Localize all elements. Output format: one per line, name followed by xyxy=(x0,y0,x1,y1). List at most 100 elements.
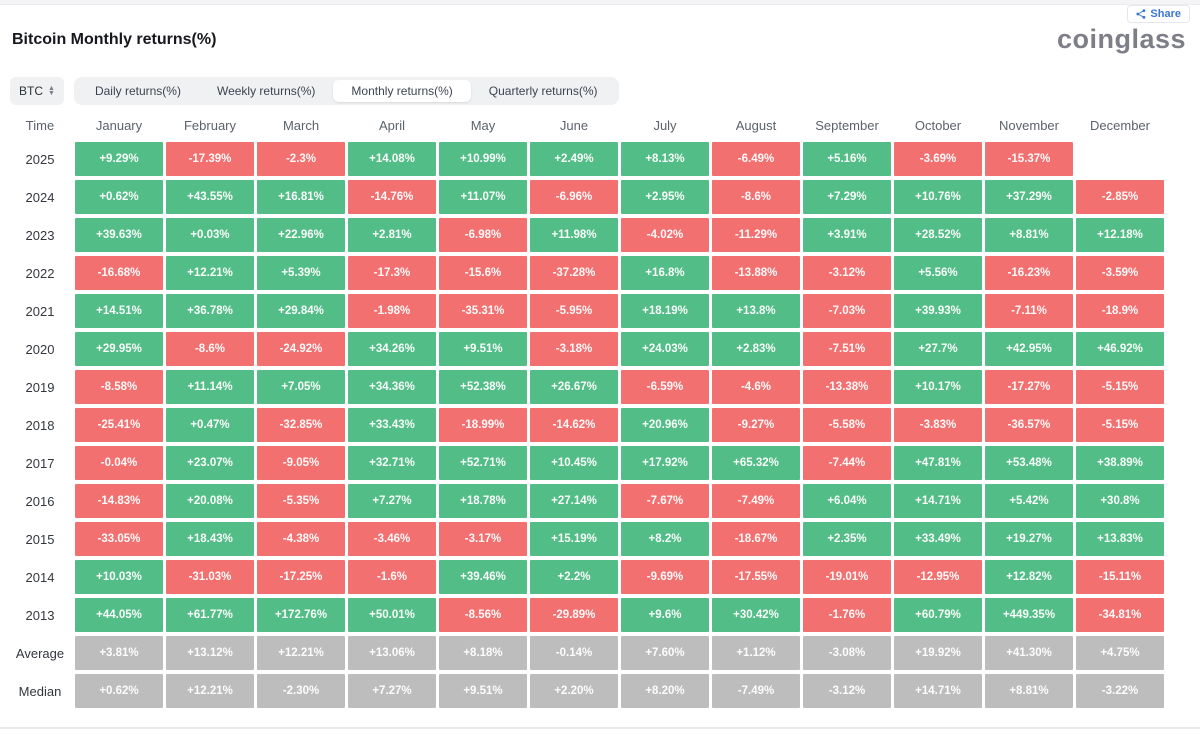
heatmap-cell: +8.81% xyxy=(985,218,1073,252)
heatmap-cell: +32.71% xyxy=(348,446,436,480)
heatmap-cell: +52.71% xyxy=(439,446,527,480)
heatmap-cell: -6.98% xyxy=(439,218,527,252)
heatmap-cell: +11.14% xyxy=(166,370,254,404)
symbol-select[interactable]: BTC ▲ ▼ xyxy=(10,77,64,105)
heatmap-cell: +0.62% xyxy=(75,180,163,214)
heatmap-cell: -15.37% xyxy=(985,142,1073,176)
heatmap-cell: +61.77% xyxy=(166,598,254,632)
heatmap-cell: +5.16% xyxy=(803,142,891,176)
heatmap-cell: +0.03% xyxy=(166,218,254,252)
heatmap-cell: +16.81% xyxy=(257,180,345,214)
heatmap-cell: +26.67% xyxy=(530,370,618,404)
heatmap-cell: +2.49% xyxy=(530,142,618,176)
heatmap-cell: -32.85% xyxy=(257,408,345,442)
heatmap-cell: +46.92% xyxy=(1076,332,1164,366)
heatmap-cell: +13.06% xyxy=(348,636,436,670)
heatmap-cell: +53.48% xyxy=(985,446,1073,480)
heatmap-cell: +13.83% xyxy=(1076,522,1164,556)
returns-period-tabs: Daily returns(%) Weekly returns(%) Monthly… xyxy=(73,77,619,105)
share-button[interactable]: Share xyxy=(1127,5,1190,23)
heatmap-cell: -31.03% xyxy=(166,560,254,594)
heatmap-cell: +24.03% xyxy=(621,332,709,366)
heatmap-cell: +41.30% xyxy=(985,636,1073,670)
heatmap-cell: +172.76% xyxy=(257,598,345,632)
tab-weekly[interactable]: Weekly returns(%) xyxy=(216,84,316,98)
heatmap-cell: +20.96% xyxy=(621,408,709,442)
tab-quarterly[interactable]: Quarterly returns(%) xyxy=(488,84,598,98)
row-label: 2023 xyxy=(25,227,55,243)
heatmap-cell: +3.81% xyxy=(75,636,163,670)
heatmap-cell: -3.22% xyxy=(1076,674,1164,708)
heatmap-cell: +8.20% xyxy=(621,674,709,708)
time-column-header: Time xyxy=(25,117,55,133)
heatmap-cell: +23.07% xyxy=(166,446,254,480)
heatmap-cell: +18.78% xyxy=(439,484,527,518)
heatmap-cell: -4.6% xyxy=(712,370,800,404)
heatmap-cell: -34.81% xyxy=(1076,598,1164,632)
row-label: 2013 xyxy=(25,607,55,623)
heatmap-cell: -8.58% xyxy=(75,370,163,404)
heatmap-cell: +10.03% xyxy=(75,560,163,594)
heatmap-cell: +9.51% xyxy=(439,674,527,708)
heatmap-cell: +34.36% xyxy=(348,370,436,404)
returns-heatmap-table: Time January February March April May June July… xyxy=(8,112,1164,708)
heatmap-cell: -7.49% xyxy=(712,484,800,518)
heatmap-cell: +13.12% xyxy=(166,636,254,670)
heatmap-cell: +50.01% xyxy=(348,598,436,632)
heatmap-cell: -7.51% xyxy=(803,332,891,366)
heatmap-cell: -5.95% xyxy=(530,294,618,328)
heatmap-cell: +10.76% xyxy=(894,180,982,214)
bottom-divider xyxy=(0,727,1200,729)
heatmap-cell: -8.56% xyxy=(439,598,527,632)
tab-monthly[interactable]: Monthly returns(%) xyxy=(333,80,471,102)
heatmap-cell: +12.82% xyxy=(985,560,1073,594)
heatmap-cell: +28.52% xyxy=(894,218,982,252)
month-column-header: October xyxy=(914,117,962,133)
heatmap-cell: -6.49% xyxy=(712,142,800,176)
heatmap-cell: -11.29% xyxy=(712,218,800,252)
heatmap-cell: +7.05% xyxy=(257,370,345,404)
heatmap-cell: -33.05% xyxy=(75,522,163,556)
heatmap-cell: +30.42% xyxy=(712,598,800,632)
heatmap-cell: +14.71% xyxy=(894,674,982,708)
heatmap-cell: +11.07% xyxy=(439,180,527,214)
heatmap-cell: +0.62% xyxy=(75,674,163,708)
heatmap-cell: +42.95% xyxy=(985,332,1073,366)
coinglass-logo: coinglass xyxy=(1056,24,1186,54)
heatmap-cell: -17.25% xyxy=(257,560,345,594)
row-label: 2017 xyxy=(25,455,55,471)
heatmap-cell: +34.26% xyxy=(348,332,436,366)
tab-daily[interactable]: Daily returns(%) xyxy=(94,84,181,98)
heatmap-cell: +12.21% xyxy=(166,256,254,290)
heatmap-cell: -1.98% xyxy=(348,294,436,328)
heatmap-cell: +20.08% xyxy=(166,484,254,518)
heatmap-cell: -17.39% xyxy=(166,142,254,176)
heatmap-cell: +47.81% xyxy=(894,446,982,480)
heatmap-cell: -1.76% xyxy=(803,598,891,632)
heatmap-cell: +39.46% xyxy=(439,560,527,594)
month-column-header: November xyxy=(999,117,1059,133)
top-divider xyxy=(0,0,1200,5)
heatmap-cell: -36.57% xyxy=(985,408,1073,442)
heatmap-cell: -3.18% xyxy=(530,332,618,366)
heatmap-cell: +3.91% xyxy=(803,218,891,252)
heatmap-cell: -2.85% xyxy=(1076,180,1164,214)
row-label: 2016 xyxy=(25,493,55,509)
heatmap-cell: +8.18% xyxy=(439,636,527,670)
month-column-header: June xyxy=(559,117,589,133)
heatmap-cell: -14.62% xyxy=(530,408,618,442)
heatmap-cell: -15.6% xyxy=(439,256,527,290)
heatmap-cell: -29.89% xyxy=(530,598,618,632)
heatmap-cell: +39.93% xyxy=(894,294,982,328)
heatmap-cell xyxy=(1076,142,1164,176)
heatmap-cell: -7.11% xyxy=(985,294,1073,328)
row-label: 2022 xyxy=(25,265,55,281)
heatmap-cell: -8.6% xyxy=(712,180,800,214)
heatmap-cell: +4.75% xyxy=(1076,636,1164,670)
heatmap-cell: +38.89% xyxy=(1076,446,1164,480)
row-label: Average xyxy=(15,645,65,661)
heatmap-cell: -0.14% xyxy=(530,636,618,670)
heatmap-cell: +11.98% xyxy=(530,218,618,252)
heatmap-cell: +12.21% xyxy=(257,636,345,670)
heatmap-cell: +6.04% xyxy=(803,484,891,518)
